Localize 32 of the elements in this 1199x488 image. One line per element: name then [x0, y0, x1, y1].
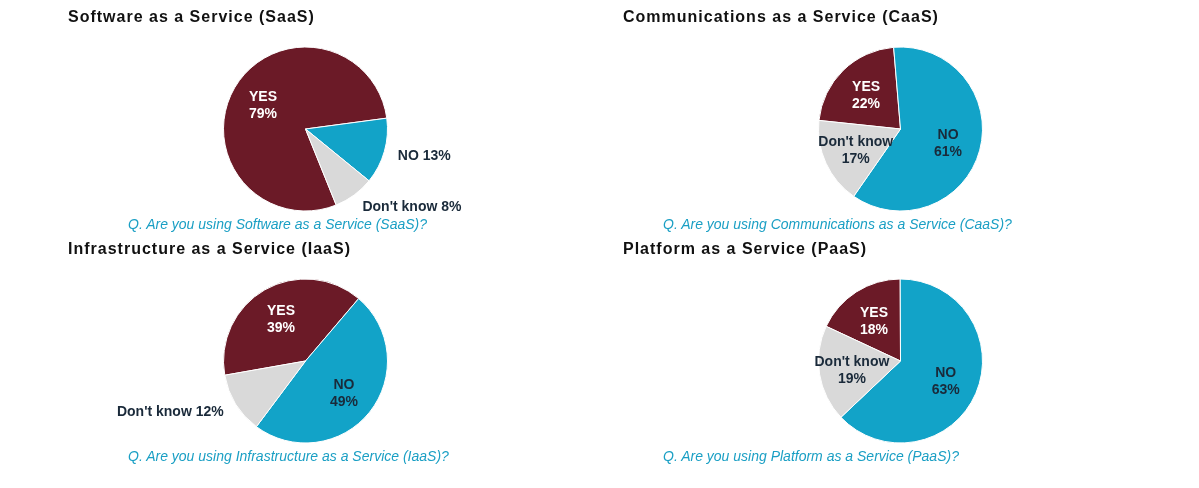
data-label: 49%	[329, 392, 359, 409]
slice-label: YES	[852, 77, 881, 94]
data-label: 61%	[934, 142, 963, 159]
chart-title: Software as a Service (SaaS)	[68, 8, 315, 26]
slice-label: YES	[859, 303, 888, 320]
slice-label: NO	[333, 375, 355, 392]
text: Q. Are you using Platform as a Service (PaaS)?	[663, 448, 960, 464]
data-label: 18%	[859, 320, 889, 337]
data-label: 12%	[195, 403, 225, 420]
data-label: 79%	[248, 105, 278, 122]
data-label: 22%	[852, 94, 881, 111]
text: Q. Are you using Software as a Service (SaaS)?	[128, 216, 429, 232]
data-label: 17%	[841, 150, 871, 167]
text: Q. Are you using Infrastructure as a Service (IaaS)?	[128, 448, 450, 464]
chart-title: Infrastructure as a Service (IaaS)	[68, 240, 352, 258]
data-label: 8%	[441, 198, 463, 215]
slice-label: Don't know	[818, 133, 894, 150]
slice-label: Don't know	[814, 352, 890, 369]
chart-title: Platform as a Service (PaaS)	[623, 240, 868, 258]
data-label: 13%	[422, 147, 452, 164]
slice-label: YES	[248, 88, 277, 105]
slice-label: Don't know	[116, 403, 196, 420]
chart-title: Communications as a Service (CaaS)	[623, 8, 939, 26]
data-label: 39%	[267, 319, 296, 336]
slice-label: NO	[935, 364, 957, 381]
slice-label: NO	[937, 125, 959, 142]
slice-label: Don't know	[362, 198, 442, 215]
data-label: 19%	[837, 369, 867, 386]
text: Q. Are you using Communications as a Service (CaaS)?	[663, 216, 1013, 232]
slice-label: NO	[397, 147, 423, 164]
slice-label: YES	[267, 302, 296, 319]
data-label: 63%	[931, 381, 961, 398]
